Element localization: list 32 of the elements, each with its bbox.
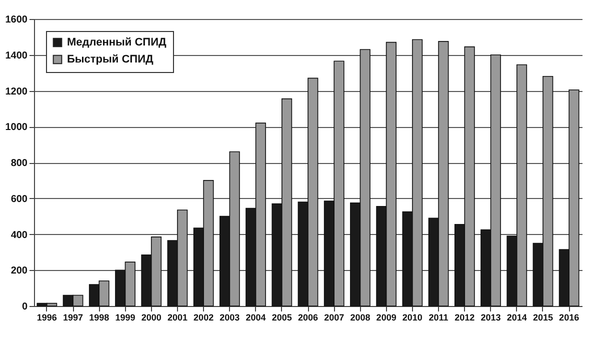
- x-tick-label: 2001: [167, 312, 188, 322]
- y-tick-label: 200: [10, 266, 28, 277]
- x-tick-label: 2004: [246, 312, 266, 322]
- x-tick-label: 2000: [141, 312, 162, 322]
- legend-label: Быстрый СПИД: [67, 54, 154, 66]
- x-tick-label: 2003: [220, 312, 240, 322]
- x-tick-label: 2007: [324, 312, 344, 322]
- x-tick-label: 2005: [272, 312, 292, 322]
- x-tick-label: 2008: [350, 312, 370, 322]
- x-tick-label: 1998: [89, 312, 110, 322]
- x-tick-label: 2014: [506, 312, 527, 322]
- y-tick-label: 1000: [5, 122, 28, 134]
- x-tick-label: 2015: [532, 312, 553, 322]
- x-tick-label: 2002: [194, 312, 214, 322]
- y-tick-label: 600: [10, 194, 28, 205]
- y-tick-label: 400: [10, 230, 28, 241]
- x-tick-label: 2013: [480, 312, 501, 322]
- y-tick-label: 1200: [5, 86, 28, 98]
- y-tick-label: 1400: [5, 50, 28, 62]
- y-tick-label: 800: [10, 158, 28, 169]
- x-tick-label: 2012: [454, 312, 475, 322]
- x-tick-label: 2009: [376, 312, 396, 322]
- legend-label: Медленный СПИД: [67, 36, 166, 48]
- x-tick-label: 2006: [298, 312, 318, 322]
- x-tick-label: 1997: [63, 312, 84, 322]
- x-tick-label: 2010: [402, 312, 422, 322]
- y-tick-label: 0: [22, 302, 28, 312]
- x-tick-label: 1999: [115, 312, 136, 322]
- x-tick-label: 2011: [428, 312, 448, 322]
- y-tick-label: 1600: [5, 14, 28, 26]
- x-tick-label: 1996: [36, 312, 57, 322]
- x-tick-label: 2016: [559, 312, 580, 322]
